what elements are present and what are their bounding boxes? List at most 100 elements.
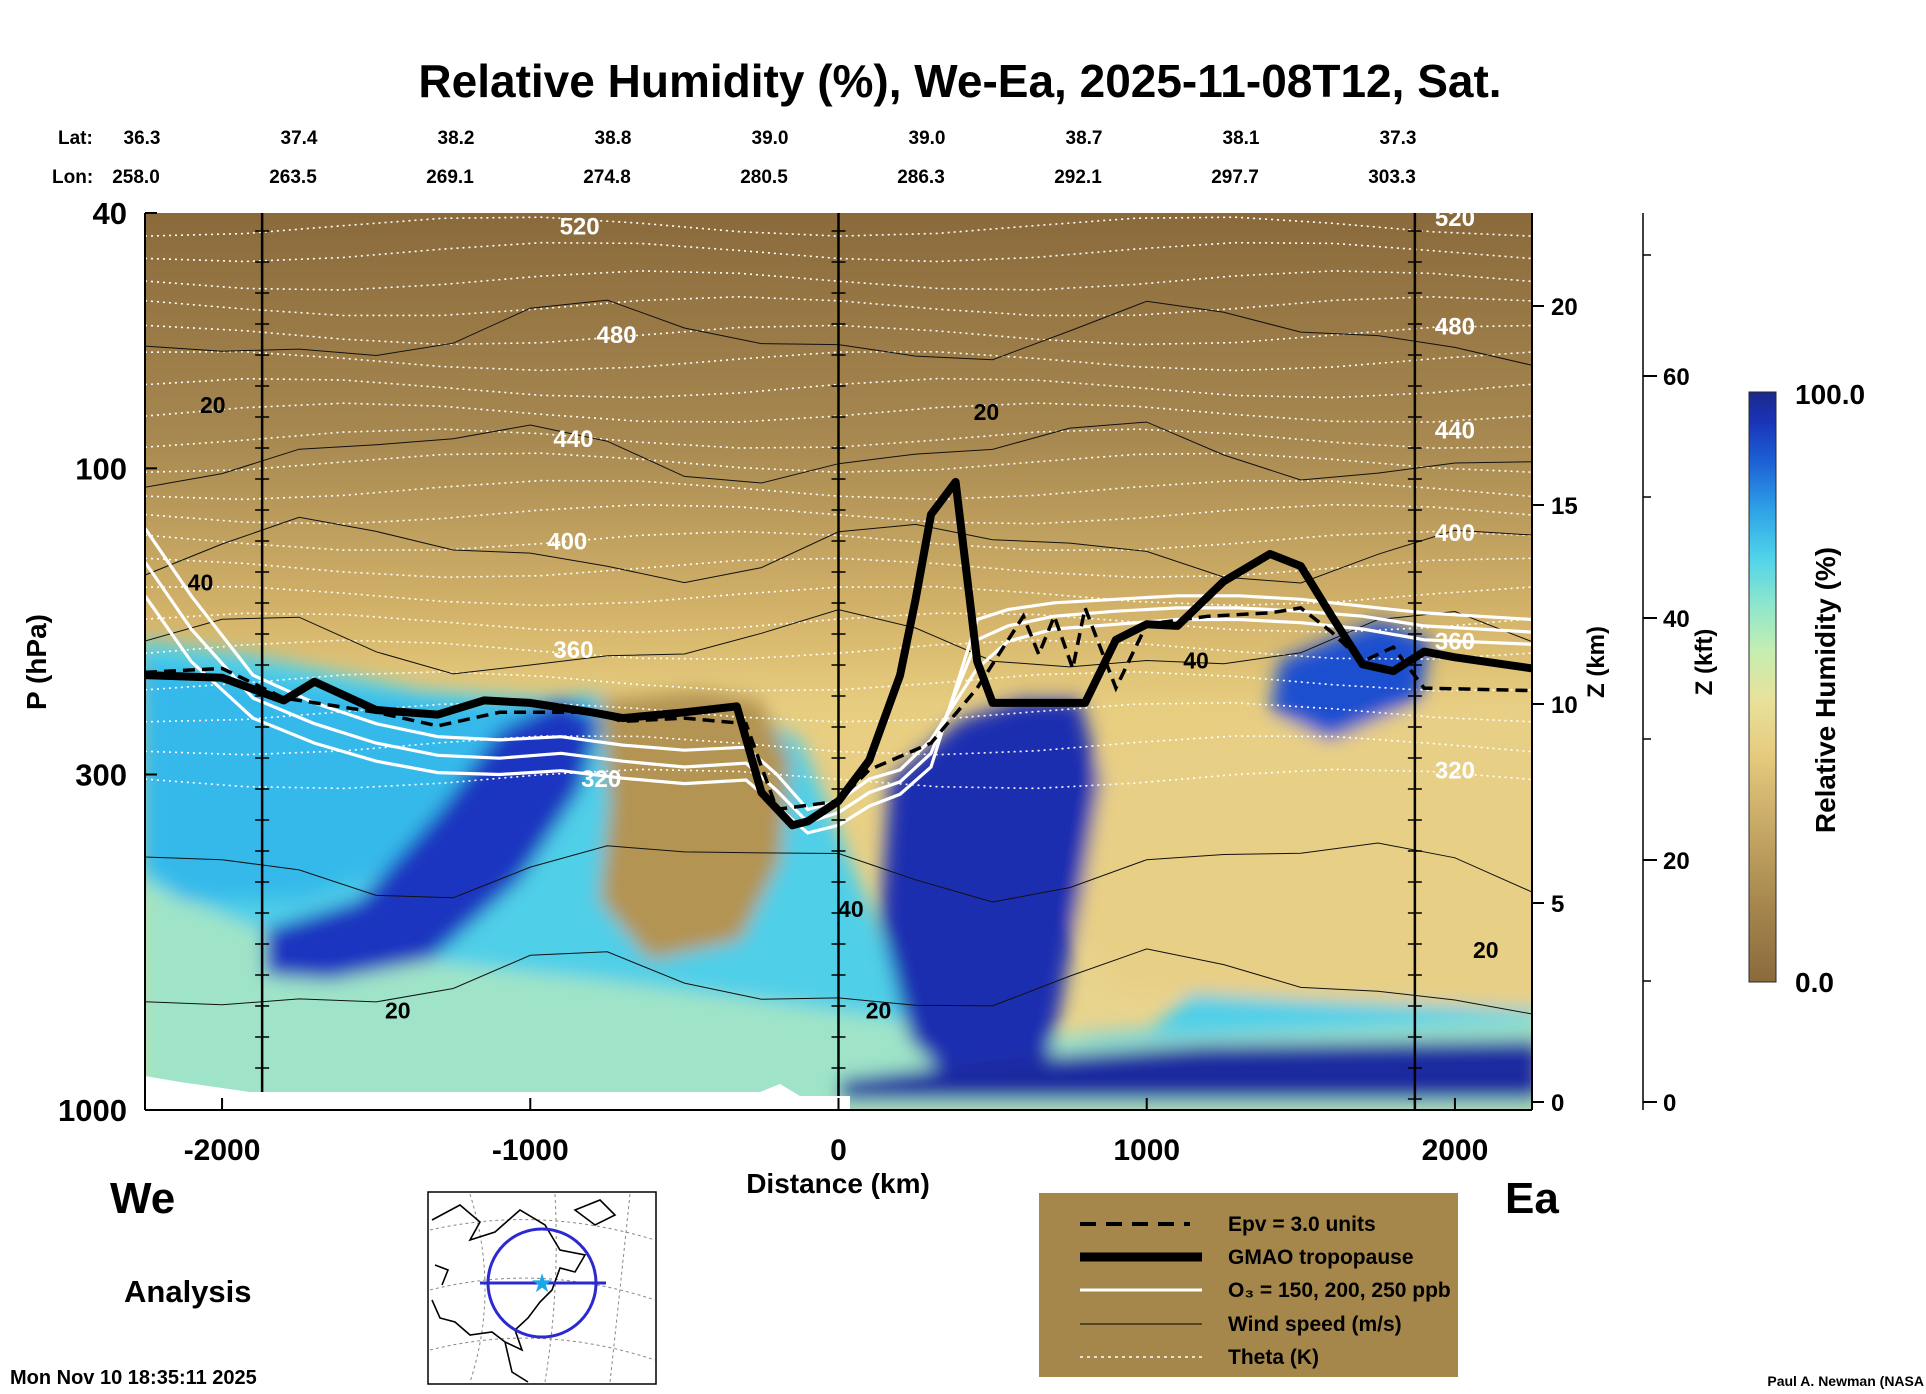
- theta-label: 320: [1435, 758, 1475, 785]
- theta-contour-350: [145, 670, 1532, 692]
- theta-contour-320: [145, 768, 1532, 790]
- lat-value: 38.2: [438, 128, 475, 149]
- p-tick-label: 300: [75, 757, 127, 792]
- lon-value: 303.3: [1368, 167, 1416, 188]
- colorbar-min-label: 0.0: [1795, 967, 1834, 998]
- p-tick-label: 1000: [58, 1093, 127, 1128]
- theta-label: 320: [581, 766, 621, 793]
- section-markers: [255, 213, 1422, 1110]
- z-kft-tick-label: 20: [1663, 848, 1690, 875]
- x-tick-label: -2000: [184, 1134, 261, 1167]
- legend: Epv = 3.0 units GMAO tropopause O₃ = 150…: [1039, 1193, 1458, 1377]
- theta-contour-440: [145, 428, 1532, 449]
- lat-value: 37.4: [281, 128, 318, 149]
- theta-label: 400: [547, 528, 587, 555]
- z-kft-tick-label: 40: [1663, 606, 1690, 633]
- wind-label: 40: [188, 569, 214, 595]
- z-kft-tick-label: 0: [1663, 1090, 1676, 1117]
- y-axis-title: P (hPa): [21, 614, 52, 710]
- theta-contour-400: [145, 530, 1532, 552]
- chart-title: Relative Humidity (%), We-Ea, 2025-11-08…: [418, 55, 1501, 107]
- location-map: ★: [427, 1191, 657, 1385]
- p-tick-label: 100: [75, 451, 127, 486]
- x-tick-label: 1000: [1113, 1134, 1180, 1167]
- theta-contour-450: [145, 402, 1532, 423]
- wind-label: 20: [974, 399, 1000, 425]
- lat-value: 39.0: [909, 128, 946, 149]
- epv-line: [145, 601, 1532, 812]
- wind-label: 20: [866, 997, 892, 1023]
- lat-value: 38.7: [1066, 128, 1103, 149]
- epv-contour: [145, 601, 1532, 812]
- lon-value: 292.1: [1054, 167, 1102, 188]
- z-km-axis-title: Z (km): [1583, 626, 1610, 698]
- z-km-tick-label: 20: [1551, 294, 1578, 321]
- x-axis-title: Distance (km): [746, 1168, 930, 1199]
- lat-value: 38.8: [595, 128, 632, 149]
- rh-saturated-central: [880, 700, 1100, 1090]
- z-km-tick-label: 15: [1551, 493, 1578, 520]
- theta-label: 400: [1435, 520, 1475, 547]
- theta-label: 520: [560, 214, 600, 241]
- colorbar: [1748, 391, 1777, 983]
- rh-saturated-west: [265, 700, 600, 980]
- colorbar-title: Relative Humidity (%): [1810, 547, 1841, 833]
- wind-label: 40: [838, 896, 864, 922]
- timestamp: Mon Nov 10 18:35:11 2025: [10, 1367, 257, 1389]
- legend-tropopause: GMAO tropopause: [1228, 1246, 1414, 1269]
- lon-value: 263.5: [269, 167, 317, 188]
- theta-contour-490: [145, 295, 1532, 317]
- lon-value: 274.8: [583, 167, 631, 188]
- credit: Paul A. Newman (NASA: [1767, 1373, 1924, 1389]
- wind-label: 20: [1473, 937, 1499, 963]
- theta-label: 440: [1435, 417, 1475, 444]
- z-kft-axis-title: Z (kft): [1691, 629, 1718, 696]
- theta-contour-500: [145, 270, 1532, 291]
- tropopause-path: [145, 477, 1532, 830]
- theta-label: 520: [1435, 205, 1475, 232]
- theta-contours: [145, 216, 1532, 790]
- ground-mask: [145, 1076, 850, 1110]
- map-center-star-icon: ★: [530, 1268, 553, 1298]
- rh-saturated-surface: [840, 1040, 1532, 1100]
- wind-labels: 20 20 40 40 20 20 20 40: [188, 392, 1499, 1023]
- theta-label: 480: [597, 322, 637, 349]
- lat-value: 39.0: [752, 128, 789, 149]
- lat-value: 37.3: [1380, 128, 1417, 149]
- z-km-tick-label: 0: [1551, 1090, 1564, 1117]
- lon-label: Lon:: [52, 167, 93, 188]
- lon-value: 269.1: [426, 167, 474, 188]
- x-tick-label: 0: [830, 1134, 847, 1167]
- p-tick-label: 40: [93, 196, 127, 231]
- wind-label: 20: [200, 392, 226, 418]
- lon-value: 258.0: [112, 167, 160, 188]
- theta-labels: 320 320 360 360 400 400 440 440 480 480 520 520: [547, 205, 1475, 793]
- theta-contour-360: [145, 639, 1532, 661]
- tropopause-line: [145, 477, 1532, 830]
- lon-value: 297.7: [1211, 167, 1259, 188]
- z-km-tick-label: 5: [1551, 891, 1564, 918]
- lat-label: Lat:: [58, 128, 93, 149]
- colorbar-max-label: 100.0: [1795, 379, 1865, 410]
- x-tick-label: -1000: [492, 1134, 569, 1167]
- lon-value: 286.3: [897, 167, 945, 188]
- x-tick-label: 2000: [1422, 1134, 1489, 1167]
- theta-contour-410: [145, 503, 1532, 525]
- lat-value: 36.3: [124, 128, 161, 149]
- map-coastline: [431, 1199, 617, 1383]
- rh-dry-slot: [600, 690, 790, 960]
- theta-label: 360: [553, 637, 593, 664]
- lat-value: 38.1: [1223, 128, 1260, 149]
- z-km-tick-label: 10: [1551, 692, 1578, 719]
- analysis-label: Analysis: [124, 1274, 252, 1309]
- legend-ozone: O₃ = 150, 200, 250 ppb: [1228, 1279, 1451, 1302]
- lon-value: 280.5: [740, 167, 788, 188]
- west-label: We: [110, 1174, 175, 1223]
- wind-label: 40: [1183, 647, 1209, 673]
- legend-theta: Theta (K): [1228, 1346, 1319, 1369]
- theta-label: 480: [1435, 314, 1475, 341]
- lat-lon-header: 36.3 258.0 37.4 263.5 38.2 269.1 38.8 274.8 39.0…: [112, 128, 1416, 188]
